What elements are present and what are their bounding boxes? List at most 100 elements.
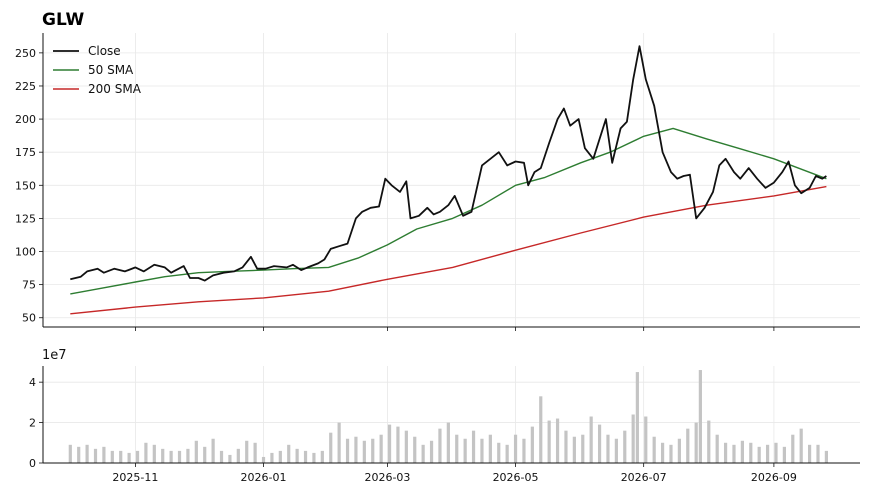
volume-bar bbox=[694, 422, 698, 463]
volume-bar bbox=[522, 438, 526, 463]
volume-bar bbox=[631, 414, 635, 463]
volume-bar bbox=[396, 426, 400, 463]
volume-bar bbox=[505, 444, 509, 463]
volume-bar bbox=[547, 420, 551, 463]
volume-bar bbox=[228, 454, 232, 463]
series-line-close bbox=[70, 45, 827, 282]
chart-title: GLW bbox=[42, 10, 84, 30]
volume-bar bbox=[589, 416, 593, 463]
volume-bar bbox=[387, 424, 392, 463]
volume-bar bbox=[807, 444, 812, 463]
volume-bar bbox=[614, 438, 618, 463]
volume-xtick-label: 2026-09 bbox=[751, 471, 797, 484]
volume-axes: 0 2 4 2025-11 2026-01 2026-03 2026-05 2026-07 20… bbox=[29, 366, 860, 484]
volume-bar bbox=[93, 448, 98, 463]
volume-bar bbox=[270, 452, 274, 463]
volume-bar bbox=[723, 442, 728, 463]
volume-xtick-label: 2026-01 bbox=[241, 471, 287, 484]
volume-bar bbox=[732, 444, 736, 463]
volume-bar bbox=[362, 440, 366, 463]
volume-bar bbox=[555, 418, 560, 463]
volume-bar bbox=[765, 444, 770, 463]
volume-exponent-label: 1e7 bbox=[42, 348, 67, 363]
volume-bar bbox=[287, 444, 291, 463]
price-ytick-label: 50 bbox=[22, 312, 36, 325]
volume-bar bbox=[635, 372, 639, 463]
volume-ytick-label: 0 bbox=[29, 457, 36, 470]
volume-bar bbox=[329, 432, 333, 463]
volume-bar bbox=[135, 450, 140, 463]
volume-bar bbox=[68, 444, 72, 463]
volume-bar bbox=[203, 446, 207, 463]
volume-bar bbox=[677, 438, 681, 463]
volume-bar bbox=[606, 434, 610, 463]
volume-bar bbox=[497, 442, 501, 463]
volume-bar bbox=[572, 436, 576, 463]
volume-bar bbox=[455, 434, 459, 463]
volume-bar bbox=[144, 442, 148, 463]
volume-bar bbox=[320, 450, 324, 463]
series-line-50-sma bbox=[70, 127, 827, 295]
volume-bars bbox=[68, 370, 828, 463]
volume-bar bbox=[421, 444, 425, 463]
volume-ytick-label: 2 bbox=[29, 417, 36, 430]
volume-bar bbox=[530, 426, 534, 463]
volume-bar bbox=[816, 444, 820, 463]
volume-bar bbox=[463, 438, 467, 463]
volume-bar bbox=[219, 450, 224, 463]
volume-bar bbox=[194, 440, 198, 463]
volume-bar bbox=[337, 422, 341, 463]
volume-bar bbox=[791, 434, 795, 463]
volume-bar bbox=[597, 424, 602, 463]
price-ytick-label: 100 bbox=[15, 246, 36, 259]
volume-bar bbox=[119, 450, 123, 463]
volume-bar bbox=[345, 438, 350, 463]
volume-xtick-label: 2025-11 bbox=[112, 471, 158, 484]
volume-bar bbox=[413, 436, 417, 463]
volume-bar bbox=[110, 450, 114, 463]
volume-bar bbox=[404, 430, 408, 463]
volume-bar bbox=[295, 448, 299, 463]
price-axes: 50 75 100 125 150 175 200 225 250 bbox=[15, 33, 860, 331]
volume-bar bbox=[740, 440, 744, 463]
volume-bar bbox=[85, 444, 89, 463]
price-ytick-label: 250 bbox=[15, 47, 36, 60]
volume-bar bbox=[211, 438, 215, 463]
volume-panel: 1e7 0 2 4 2025-11 2026-01 2026-03 2026-05 2026-… bbox=[29, 348, 860, 484]
volume-bar bbox=[660, 442, 665, 463]
volume-bar bbox=[581, 434, 585, 463]
volume-xtick-label: 2026-05 bbox=[493, 471, 539, 484]
price-grid bbox=[43, 33, 860, 327]
volume-bar bbox=[429, 440, 434, 463]
volume-bar bbox=[77, 446, 81, 463]
volume-bar bbox=[715, 434, 719, 463]
volume-bar bbox=[539, 396, 543, 463]
volume-bar bbox=[303, 450, 308, 463]
volume-bar bbox=[774, 442, 778, 463]
price-panel: 50 75 100 125 150 175 200 225 250 Close 50 SMA 200… bbox=[15, 33, 860, 331]
volume-bar bbox=[686, 428, 690, 463]
volume-bar bbox=[564, 430, 568, 463]
volume-bar bbox=[652, 436, 656, 463]
volume-bar bbox=[644, 416, 648, 463]
volume-bar bbox=[513, 434, 518, 463]
volume-bar bbox=[236, 448, 240, 463]
price-ytick-label: 125 bbox=[15, 212, 36, 225]
volume-bar bbox=[782, 446, 786, 463]
volume-bar bbox=[707, 420, 711, 463]
volume-bar bbox=[669, 444, 673, 463]
volume-bar bbox=[253, 442, 257, 463]
volume-bar bbox=[354, 436, 358, 463]
volume-bar bbox=[169, 450, 173, 463]
legend-label: 200 SMA bbox=[88, 82, 142, 96]
volume-bar bbox=[438, 428, 442, 463]
volume-bar bbox=[824, 450, 828, 463]
volume-bar bbox=[152, 444, 156, 463]
volume-bar bbox=[278, 450, 282, 463]
volume-bar bbox=[488, 434, 492, 463]
price-lines bbox=[70, 45, 827, 315]
volume-bar bbox=[446, 422, 450, 463]
price-ytick-label: 200 bbox=[15, 113, 36, 126]
volume-bar bbox=[757, 446, 761, 463]
volume-bar bbox=[102, 446, 106, 463]
